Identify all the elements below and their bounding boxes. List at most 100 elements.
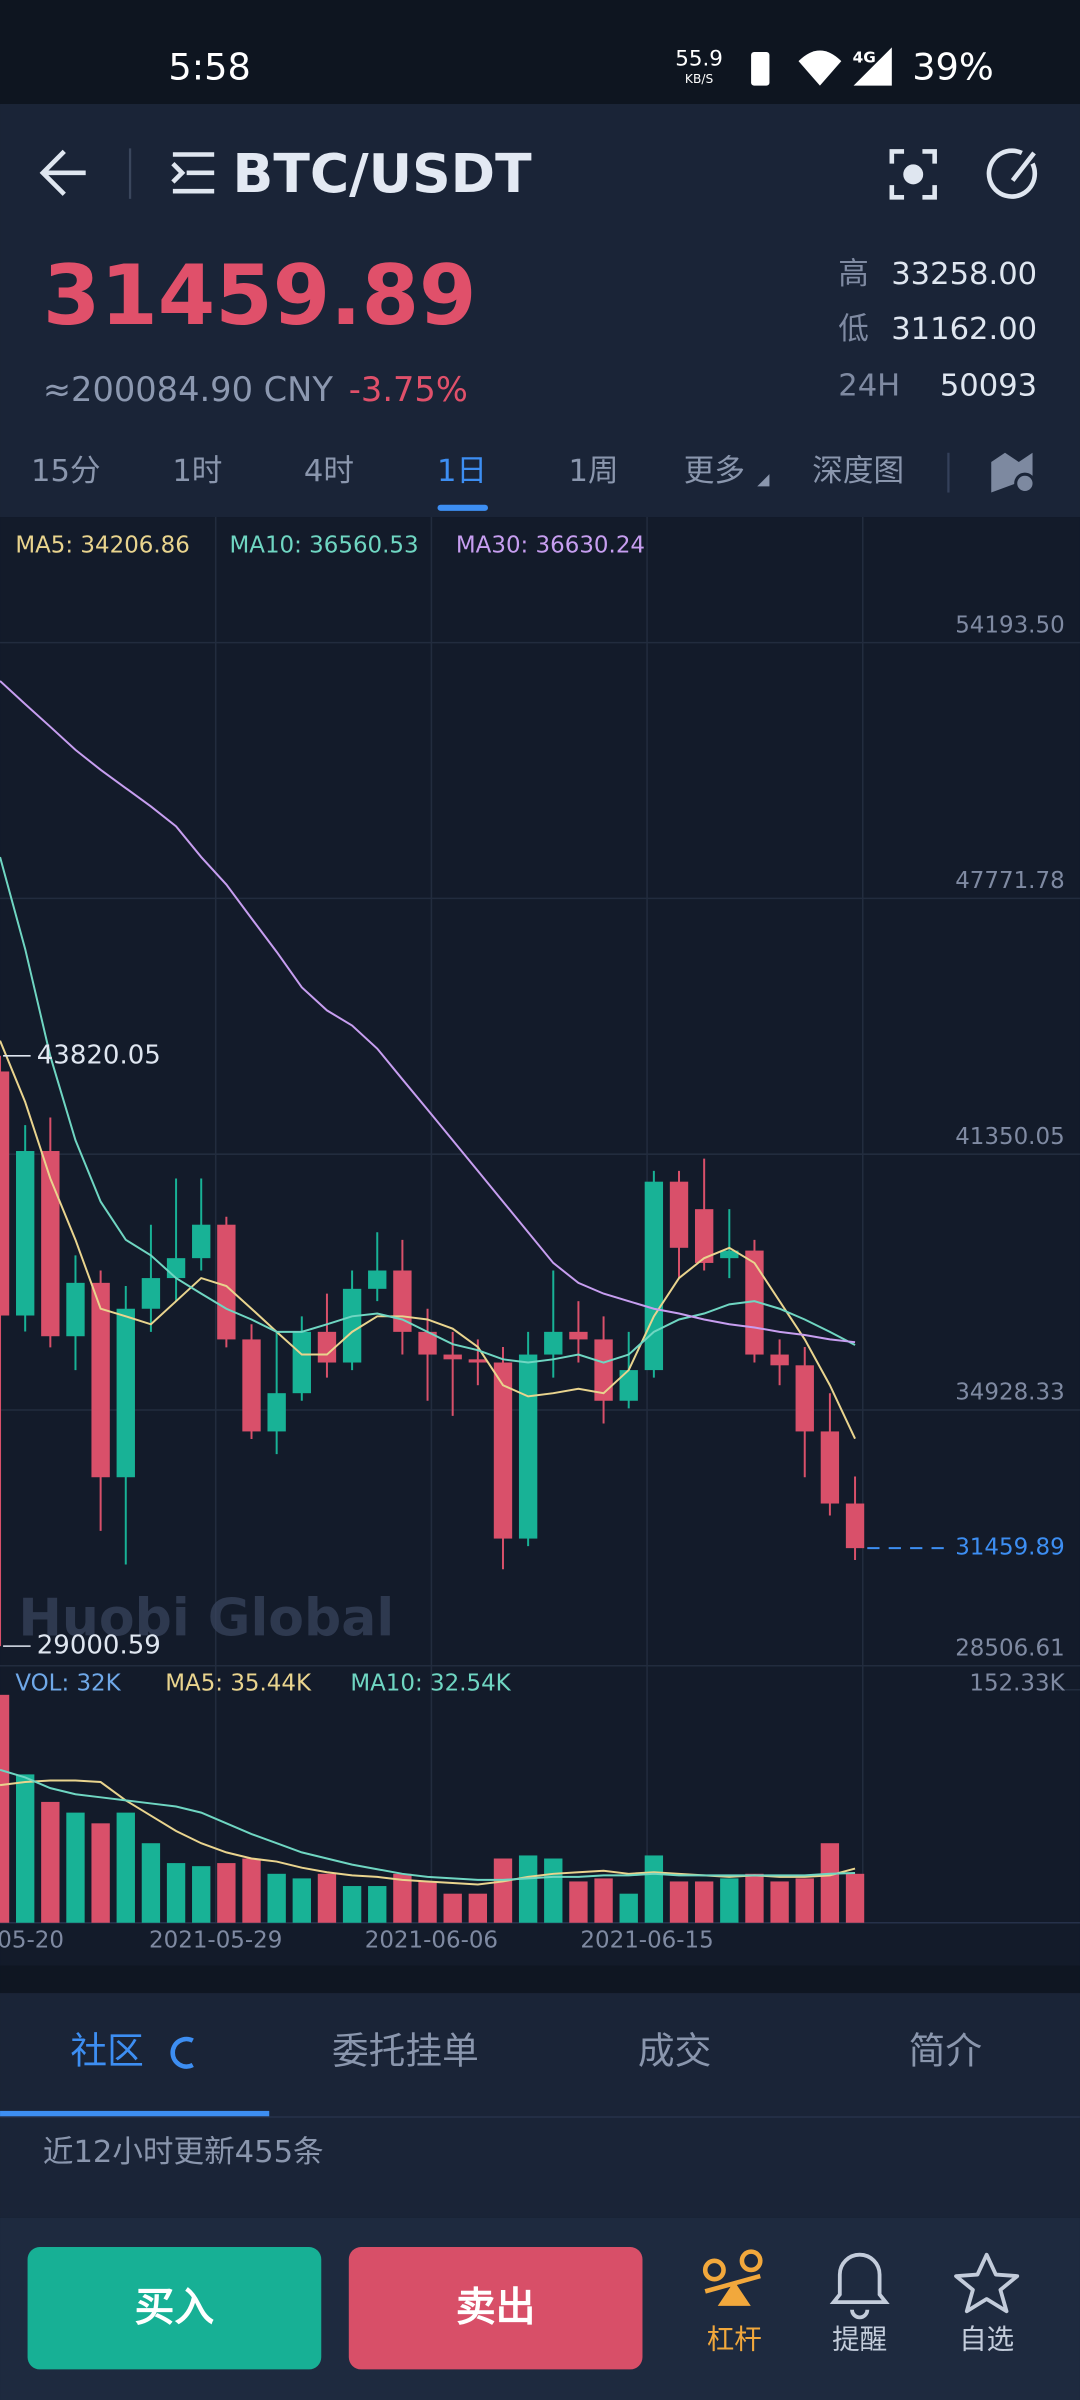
volume-bar	[795, 1878, 814, 1923]
high-value: 33258.00	[891, 257, 1037, 292]
volume-bar	[393, 1873, 412, 1923]
alert-button[interactable]: 提醒	[829, 2252, 890, 2356]
wifi-icon	[798, 50, 842, 86]
y-tick-label: 47771.78	[955, 868, 1064, 894]
vol-label: 24H	[838, 368, 900, 403]
tab[interactable]: 深度图	[812, 454, 904, 489]
ma-legend: MA5: 34206.86	[15, 533, 190, 559]
ma-line	[0, 856, 856, 1364]
candle-body	[41, 1151, 60, 1337]
chart-bg	[0, 517, 1080, 1966]
y-tick-label: 28506.61	[955, 1635, 1064, 1661]
candle-body	[845, 1503, 865, 1549]
signal-icon	[853, 47, 892, 86]
candle-body	[116, 1308, 135, 1478]
last-price: 31459.89	[43, 248, 477, 344]
candle-body	[669, 1181, 689, 1248]
status-bar	[0, 0, 1080, 105]
candle-body	[770, 1354, 789, 1366]
tab[interactable]: 4时	[304, 454, 354, 489]
candle-body	[418, 1331, 437, 1355]
candle-body	[820, 1431, 840, 1504]
volume-bar	[619, 1893, 638, 1923]
share-icon[interactable]	[986, 148, 1038, 199]
high-label: 高	[838, 257, 869, 292]
tab-active[interactable]: 1日	[437, 454, 487, 489]
buy-button[interactable]	[27, 2247, 322, 2370]
alert-label: 提醒	[832, 2323, 887, 2355]
candle-body	[192, 1224, 211, 1259]
candle-body	[544, 1331, 563, 1355]
volume-legend: VOL: 32K	[15, 1671, 121, 1697]
plot: 54193.50 47771.78 41350.05 34928.33 28506.61…	[0, 517, 1080, 1954]
candle-body	[342, 1288, 362, 1363]
candle-body	[368, 1270, 387, 1289]
volume-bar	[342, 1886, 362, 1923]
min-label: 29000.59	[37, 1631, 161, 1661]
watchlist-button[interactable]: 自选	[954, 2252, 1020, 2356]
update-note: 近12小时更新455条	[43, 2135, 324, 2170]
volume-bar	[418, 1881, 437, 1923]
candle-body	[166, 1258, 186, 1279]
volume-bar	[292, 1878, 311, 1923]
menu-icon[interactable]	[171, 152, 215, 194]
volume-bar	[720, 1878, 739, 1923]
volume-bar	[91, 1823, 110, 1923]
volume-bar	[518, 1855, 538, 1923]
candle-body	[468, 1359, 488, 1363]
ma-legend: MA30: 36630.24	[456, 533, 645, 559]
volume-bar	[443, 1893, 462, 1923]
volume-bar	[166, 1863, 186, 1923]
volume-bar	[217, 1863, 236, 1923]
tabs-bg	[0, 1993, 1080, 2218]
candle-body	[0, 1071, 10, 1316]
candle-body	[66, 1282, 85, 1337]
volume-bar	[66, 1812, 85, 1923]
bottom-tab[interactable]: 委托挂单	[332, 2029, 479, 2072]
bottom-tab-active[interactable]: 社区	[70, 2029, 143, 2072]
candle-body	[619, 1370, 638, 1401]
volume-bar	[41, 1801, 60, 1923]
tab[interactable]: 15分	[31, 454, 101, 489]
tab[interactable]: 1周	[569, 454, 619, 489]
volume-bar	[845, 1873, 865, 1923]
tab[interactable]: 更多	[684, 454, 745, 489]
candle-body	[594, 1339, 613, 1401]
volume-bar	[770, 1881, 789, 1923]
volume-legend: MA5: 35.44K	[165, 1671, 312, 1697]
change-percent: -3.75%	[349, 370, 468, 409]
volume-tick-label: 152.33K	[969, 1671, 1065, 1697]
max-label: 43820.05	[37, 1040, 161, 1070]
candle-body	[217, 1224, 236, 1340]
pair-title[interactable]: BTC/USDT	[233, 142, 533, 205]
refresh-icon[interactable]	[170, 2036, 194, 2069]
candle-body	[694, 1209, 714, 1263]
volume-bar	[745, 1873, 764, 1923]
volume-bar	[368, 1886, 387, 1923]
dropdown-caret	[757, 474, 770, 487]
ma-line	[0, 1040, 856, 1440]
y-tick-label: 34928.33	[955, 1380, 1064, 1406]
y-tick-label: 54193.50	[955, 612, 1064, 638]
candle-body	[569, 1331, 588, 1340]
leverage-button[interactable]: 杠杆	[702, 2249, 763, 2356]
chart-settings-icon[interactable]	[991, 452, 1036, 495]
scan-icon[interactable]	[889, 149, 937, 200]
candle-body	[518, 1354, 538, 1539]
bottom-tab[interactable]: 简介	[909, 2029, 982, 2072]
bottom-tab[interactable]: 成交	[638, 2029, 711, 2072]
watermark: Huobi Global	[18, 1588, 394, 1648]
back-button[interactable]	[39, 149, 86, 196]
x-tick-label: 05-20	[0, 1928, 64, 1954]
candle-body	[16, 1151, 35, 1316]
x-tick-label: 2021-06-06	[365, 1928, 498, 1954]
tab[interactable]: 1时	[172, 454, 222, 489]
clock: 5:58	[168, 45, 250, 88]
low-value: 31162.00	[891, 312, 1037, 347]
net-speed: 55.9	[675, 47, 723, 72]
candle-body	[242, 1339, 261, 1432]
sell-button[interactable]	[348, 2247, 643, 2370]
volume-legend: MA10: 32.54K	[350, 1671, 511, 1697]
candle-body	[443, 1354, 462, 1360]
